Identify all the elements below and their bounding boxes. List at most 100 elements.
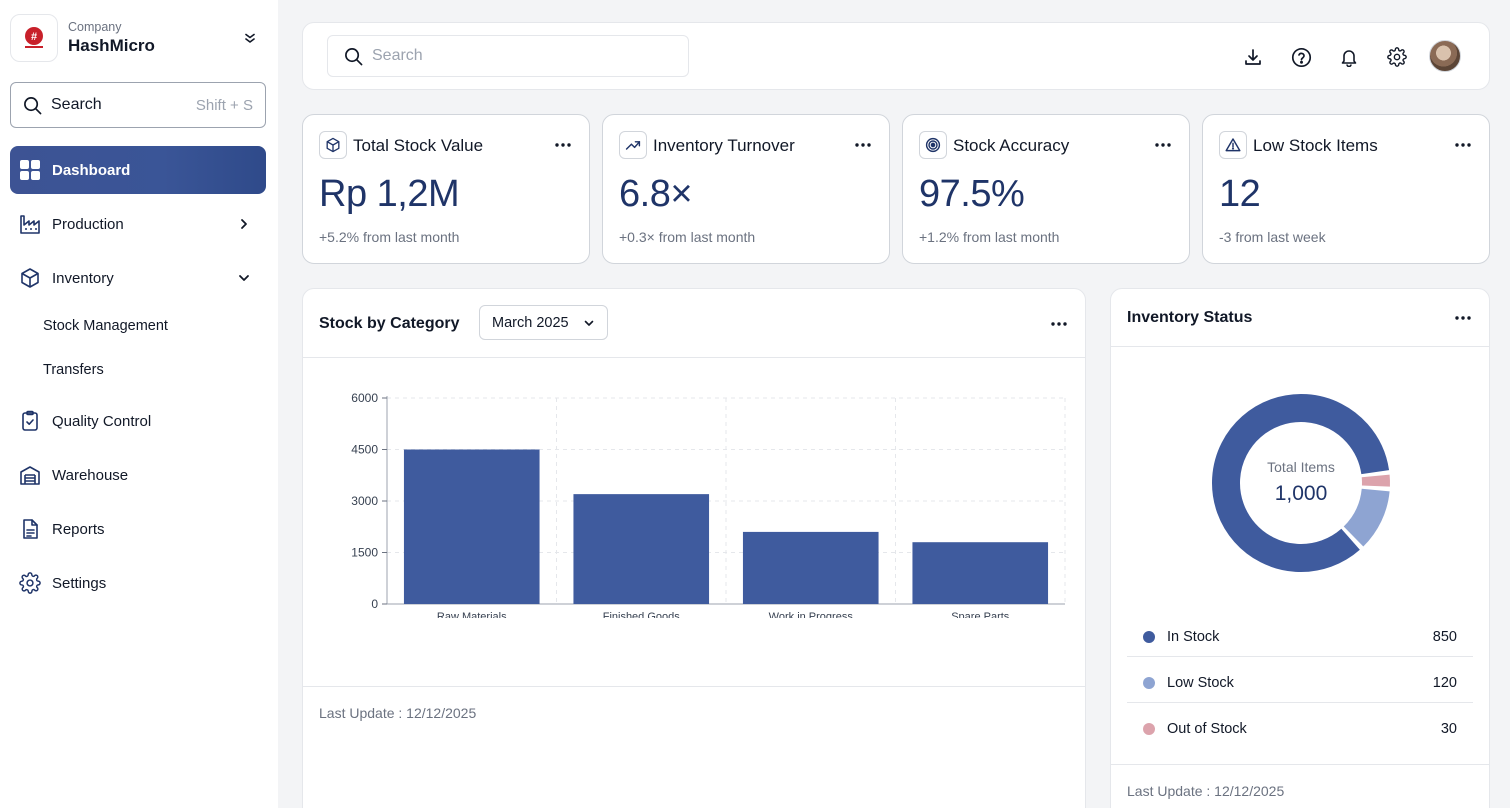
sidebar-item-quality-control[interactable]: Quality Control: [10, 397, 266, 445]
kpi-title: Stock Accuracy: [953, 136, 1070, 155]
stock-by-category-panel: Stock by Category March 2025 0 1500 3000 45…: [302, 288, 1086, 808]
legend-label: Low Stock: [1167, 675, 1234, 691]
warehouse-icon: [18, 463, 42, 487]
trend-up-icon: [619, 131, 647, 159]
top-search[interactable]: [327, 35, 689, 77]
chevron-down-icon: [234, 268, 254, 288]
divider: [1127, 702, 1473, 703]
sidebar-item-label: Inventory: [52, 269, 114, 287]
y-tick-label: 0: [371, 597, 378, 611]
sidebar-item-warehouse[interactable]: Warehouse: [10, 451, 266, 499]
kpi-change: +5.2% from last month: [319, 229, 460, 245]
more-icon[interactable]: [1049, 316, 1069, 332]
more-icon[interactable]: [1153, 137, 1173, 153]
sidebar-item-label: Warehouse: [52, 466, 129, 484]
sidebar-item-label: Reports: [52, 520, 105, 538]
download-icon[interactable]: [1241, 45, 1265, 69]
chevron-down-icon: [584, 320, 594, 326]
sidebar-subitem-transfers[interactable]: Transfers: [43, 362, 104, 378]
legend-value: 120: [1432, 675, 1457, 691]
sidebar-item-production[interactable]: Production: [10, 200, 266, 248]
company-switcher[interactable]: # Company HashMicro: [10, 14, 266, 62]
month-select[interactable]: March 2025: [479, 305, 608, 340]
sidebar-subitem-stock-management[interactable]: Stock Management: [43, 318, 168, 334]
chevron-right-icon: [234, 214, 254, 234]
kpi-card-low-stock-items: Low Stock Items 12 -3 from last week: [1202, 114, 1490, 264]
sidebar-item-label: Quality Control: [52, 412, 152, 430]
kpi-title: Low Stock Items: [1253, 136, 1378, 155]
legend-item: Out of Stock 30: [1127, 706, 1473, 752]
sidebar: # Company HashMicro Search Shift + S Das…: [0, 0, 278, 808]
bar[interactable]: [403, 449, 540, 605]
settings-icon[interactable]: [1385, 45, 1409, 69]
kpi-title: Total Stock Value: [353, 136, 484, 155]
sidebar-item-label: Settings: [52, 574, 107, 592]
company-name: HashMicro: [68, 35, 155, 55]
kpi-title: Inventory Turnover: [653, 136, 795, 155]
document-icon: [18, 517, 42, 541]
bell-icon[interactable]: [1337, 45, 1361, 69]
month-select-value: March 2025: [492, 314, 569, 331]
kpi-change: +1.2% from last month: [919, 229, 1060, 245]
kpi-value: Rp 1,2M: [319, 173, 460, 215]
kpi-change: -3 from last week: [1219, 229, 1326, 245]
search-icon: [24, 96, 42, 114]
chevrons-down-icon[interactable]: [240, 28, 260, 48]
sidebar-search-label: Search: [51, 96, 102, 113]
inventory-status-panel: Inventory Status Total Items 1,000 In St…: [1110, 288, 1490, 808]
search-input[interactable]: [372, 47, 672, 65]
kpi-card-total-stock-value: Total Stock Value Rp 1,2M +5.2% from las…: [302, 114, 590, 264]
x-tick-label: Work in Progress: [769, 611, 854, 618]
legend-dot: [1143, 723, 1155, 735]
last-update: Last Update : 12/12/2025: [1127, 783, 1285, 799]
sidebar-item-inventory[interactable]: Inventory: [10, 254, 266, 302]
divider: [1111, 764, 1489, 765]
kpi-card-inventory-turnover: Inventory Turnover 6.8× +0.3× from last …: [602, 114, 890, 264]
bar-chart: 0 1500 3000 4500 6000 Raw Materials Finished G…: [351, 391, 1066, 618]
donut-center-value: 1,000: [1274, 482, 1328, 505]
sidebar-item-label: Production: [52, 215, 124, 233]
x-tick-label: Finished Goods: [603, 611, 681, 618]
sidebar-search[interactable]: Search Shift + S: [10, 82, 266, 128]
bar[interactable]: [573, 494, 710, 604]
bar[interactable]: [742, 531, 879, 604]
sidebar-item-dashboard[interactable]: Dashboard: [10, 146, 266, 194]
legend-value: 850: [1432, 629, 1457, 645]
last-update: Last Update : 12/12/2025: [319, 705, 477, 721]
panel-title: Stock by Category: [319, 315, 460, 332]
target-icon: [919, 131, 947, 159]
search-shortcut: Shift + S: [195, 96, 253, 114]
y-tick-label: 3000: [351, 494, 378, 508]
kpi-value: 12: [1219, 173, 1261, 215]
more-icon[interactable]: [1453, 137, 1473, 153]
warning-icon: [1219, 131, 1247, 159]
x-tick-label: Raw Materials: [437, 611, 507, 618]
company-logo: #: [10, 14, 58, 62]
more-icon[interactable]: [1453, 310, 1473, 326]
x-tick-label: Spare Parts: [951, 611, 1010, 618]
sidebar-item-label: Dashboard: [52, 161, 131, 179]
bar[interactable]: [912, 542, 1049, 604]
sidebar-item-settings[interactable]: Settings: [10, 559, 266, 607]
divider: [303, 357, 1085, 358]
help-icon[interactable]: [1289, 45, 1313, 69]
more-icon[interactable]: [853, 137, 873, 153]
kpi-value: 97.5%: [919, 173, 1025, 215]
more-icon[interactable]: [553, 137, 573, 153]
dashboard-icon: [18, 158, 42, 182]
legend-label: Out of Stock: [1167, 721, 1247, 737]
divider: [1111, 346, 1489, 347]
kpi-card-stock-accuracy: Stock Accuracy 97.5% +1.2% from last mon…: [902, 114, 1190, 264]
sidebar-item-reports[interactable]: Reports: [10, 505, 266, 553]
y-tick-label: 1500: [351, 546, 378, 560]
donut-slice[interactable]: [1212, 394, 1390, 572]
top-bar: [302, 22, 1490, 90]
avatar[interactable]: [1429, 40, 1461, 72]
donut-chart: [1212, 394, 1390, 572]
legend-item: Low Stock 120: [1127, 660, 1473, 706]
company-label: Company: [68, 19, 122, 34]
svg-text:#: #: [31, 31, 37, 43]
legend-label: In Stock: [1167, 629, 1220, 645]
box-icon: [18, 266, 42, 290]
divider: [303, 686, 1085, 687]
